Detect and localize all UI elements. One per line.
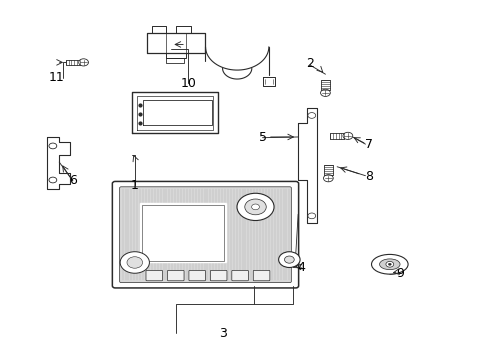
Circle shape — [237, 193, 273, 221]
Text: 1: 1 — [131, 179, 139, 192]
Bar — [66, 60, 80, 65]
Polygon shape — [298, 108, 316, 223]
Text: 7: 7 — [364, 138, 372, 150]
Text: 9: 9 — [396, 267, 404, 280]
FancyBboxPatch shape — [120, 187, 291, 283]
Text: 4: 4 — [297, 261, 305, 274]
Circle shape — [49, 177, 57, 183]
Circle shape — [284, 256, 294, 263]
Circle shape — [79, 59, 88, 66]
Circle shape — [307, 213, 315, 219]
Circle shape — [49, 143, 57, 149]
Polygon shape — [140, 203, 226, 262]
FancyBboxPatch shape — [231, 270, 248, 281]
FancyBboxPatch shape — [253, 270, 269, 281]
FancyBboxPatch shape — [167, 270, 183, 281]
Text: 11: 11 — [49, 71, 64, 84]
Text: 10: 10 — [180, 77, 196, 90]
Ellipse shape — [379, 259, 399, 270]
Text: 5: 5 — [258, 131, 266, 144]
Bar — [324, 165, 332, 175]
Bar — [321, 80, 329, 90]
Circle shape — [307, 113, 315, 118]
Text: 3: 3 — [218, 327, 226, 340]
Circle shape — [320, 89, 330, 96]
Polygon shape — [47, 137, 70, 189]
FancyBboxPatch shape — [112, 181, 298, 288]
Text: 8: 8 — [364, 170, 372, 183]
Text: 2: 2 — [306, 57, 314, 70]
FancyBboxPatch shape — [210, 270, 226, 281]
Circle shape — [251, 204, 259, 210]
Bar — [330, 133, 343, 139]
Text: 6: 6 — [69, 174, 77, 187]
Circle shape — [323, 175, 332, 182]
Circle shape — [278, 252, 300, 267]
Circle shape — [120, 252, 149, 273]
Circle shape — [342, 132, 352, 139]
Circle shape — [387, 263, 390, 265]
Circle shape — [385, 261, 393, 267]
Ellipse shape — [371, 255, 407, 274]
Circle shape — [244, 199, 265, 215]
Circle shape — [127, 257, 142, 268]
FancyBboxPatch shape — [188, 270, 205, 281]
FancyBboxPatch shape — [146, 270, 162, 281]
